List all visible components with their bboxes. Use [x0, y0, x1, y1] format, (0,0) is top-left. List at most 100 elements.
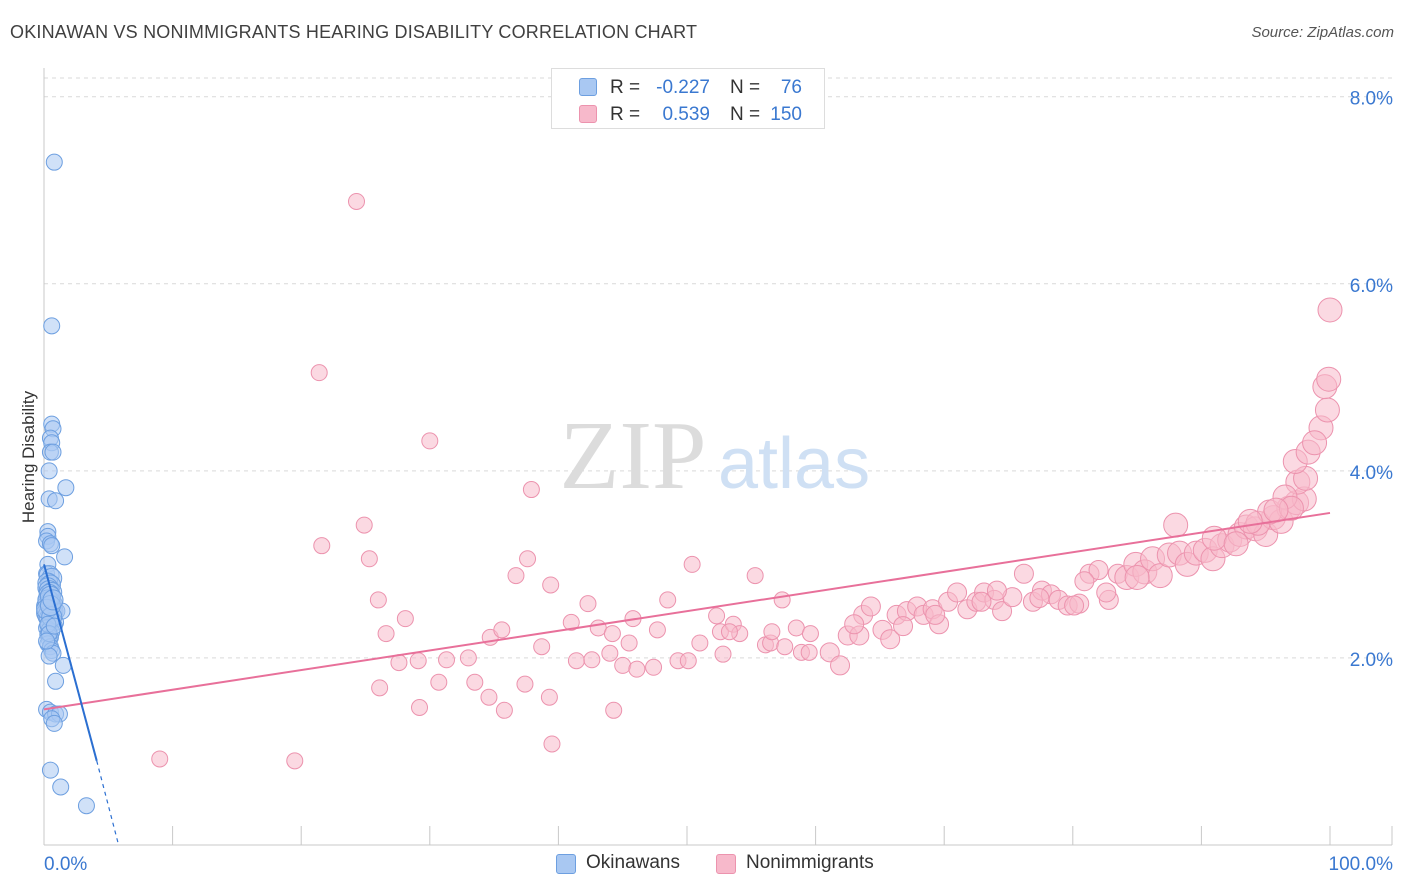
nonimmigrants-point [880, 629, 901, 650]
nonimmigrants-point [1074, 571, 1095, 592]
okinawans-point [77, 797, 95, 815]
nonimmigrants-point [396, 610, 414, 628]
nonimmigrants-point [628, 660, 646, 678]
okinawans-point [40, 647, 58, 665]
watermark-atlas: atlas [718, 424, 870, 504]
r-value: 0.539 [662, 104, 710, 125]
nonimmigrants-point [1013, 563, 1034, 584]
n-value: 76 [780, 77, 802, 98]
nonimmigrants-point [691, 634, 709, 652]
nonimmigrants-point [708, 607, 726, 625]
nonimmigrants-point [1317, 297, 1343, 323]
nonimmigrants-point [1124, 564, 1150, 590]
nonimmigrants-point [720, 623, 738, 641]
nonimmigrants-point [516, 675, 534, 693]
nonimmigrants-point [925, 604, 946, 625]
okinawans-point [47, 492, 65, 510]
nonimmigrants-point [310, 364, 328, 382]
nonimmigrants-point [860, 596, 881, 617]
nonimmigrants-point [1263, 497, 1289, 523]
nonimmigrants-point [773, 591, 791, 609]
x-tick-label-min: 0.0% [44, 854, 87, 875]
nonimmigrants-point [579, 595, 597, 613]
nonimmigrants-swatch [716, 854, 736, 874]
nonimmigrants-point [421, 432, 439, 450]
trendlines [43, 511, 1331, 846]
okinawans-point [56, 548, 74, 566]
okinawans-point [43, 317, 61, 335]
legend-label: Okinawans [586, 852, 680, 873]
okinawans-trendline-extension [96, 760, 120, 846]
okinawans-point [45, 617, 63, 635]
nonimmigrants-point [355, 516, 373, 534]
y-tick-label: 8.0% [1350, 89, 1393, 110]
okinawans-point [40, 462, 58, 480]
y-tick-label: 2.0% [1350, 650, 1393, 671]
nonimmigrants-point [746, 567, 764, 585]
nonimmigrants-point [1064, 595, 1085, 616]
y-tick-label: 4.0% [1350, 463, 1393, 484]
okinawans-point [45, 714, 63, 732]
okinawans-point [41, 761, 59, 779]
nonimmigrants-point [533, 638, 551, 656]
legend-row-okinawans: R = -0.227 N = 76 [552, 75, 824, 101]
watermark-zip: ZIP [560, 402, 707, 510]
nonimmigrants-point [542, 576, 560, 594]
nonimmigrants-point [800, 643, 818, 661]
nonimmigrants-point [377, 625, 395, 643]
okinawans-point [38, 632, 56, 650]
nonimmigrants-point [601, 644, 619, 662]
nonimmigrants-point [714, 645, 732, 663]
nonimmigrants-point [620, 634, 638, 652]
nonimmigrants-point [763, 623, 781, 641]
nonimmigrants-point [567, 652, 585, 670]
nonimmigrants-point [614, 656, 632, 674]
x-tick-label-max: 100.0% [1329, 854, 1394, 875]
nonimmigrants-point [540, 688, 558, 706]
nonimmigrants-point [495, 701, 513, 719]
nonimmigrants-point [369, 591, 387, 609]
okinawans-point [52, 778, 70, 796]
okinawans-swatch [556, 854, 576, 874]
nonimmigrants-point [360, 550, 378, 568]
nonimmigrants-point [409, 652, 427, 670]
r-label: R = [610, 77, 641, 98]
nonimmigrants-point [522, 481, 540, 499]
nonimmigrants-point [493, 621, 511, 639]
tick-labels: 2.0% 4.0% 6.0% 8.0% 0.0% 100.0% [44, 89, 1393, 875]
series-nonimmigrants [151, 192, 1343, 770]
y-axis-label: Hearing Disability [19, 390, 38, 523]
nonimmigrants-point [459, 649, 477, 667]
n-label: N = [730, 104, 761, 125]
nonimmigrants-point [648, 621, 666, 639]
nonimmigrants-point [480, 688, 498, 706]
nonimmigrants-point [1316, 366, 1342, 392]
nonimmigrants-point [411, 699, 429, 717]
nonimmigrants-point [971, 591, 992, 612]
okinawans-point [44, 443, 62, 461]
r-value: -0.227 [656, 77, 710, 98]
correlation-legend: R = -0.227 N = 76 R = 0.539 N = 150 [551, 68, 825, 129]
nonimmigrants-point [519, 550, 537, 568]
nonimmigrants-point [787, 619, 805, 637]
legend-row-nonimmigrants: R = 0.539 N = 150 [552, 102, 824, 128]
nonimmigrants-point [371, 679, 389, 697]
nonimmigrants-point [819, 642, 840, 663]
nonimmigrants-point [151, 750, 169, 768]
nonimmigrants-point [947, 582, 968, 603]
nonimmigrants-point [1029, 588, 1050, 609]
nonimmigrants-point [347, 192, 365, 210]
nonimmigrants-point [603, 625, 621, 643]
nonimmigrants-point [776, 638, 794, 656]
chart-title: OKINAWAN VS NONIMMIGRANTS HEARING DISABI… [10, 22, 698, 42]
nonimmigrants-point [1302, 430, 1328, 456]
watermark: ZIP atlas [560, 402, 871, 510]
nonimmigrants-point [1088, 560, 1109, 581]
nonimmigrants-point [430, 673, 448, 691]
nonimmigrants-point [893, 616, 914, 637]
nonimmigrants-point [543, 735, 561, 753]
nonimmigrants-swatch [579, 105, 597, 123]
nonimmigrants-point [1163, 512, 1189, 538]
n-label: N = [730, 77, 761, 98]
